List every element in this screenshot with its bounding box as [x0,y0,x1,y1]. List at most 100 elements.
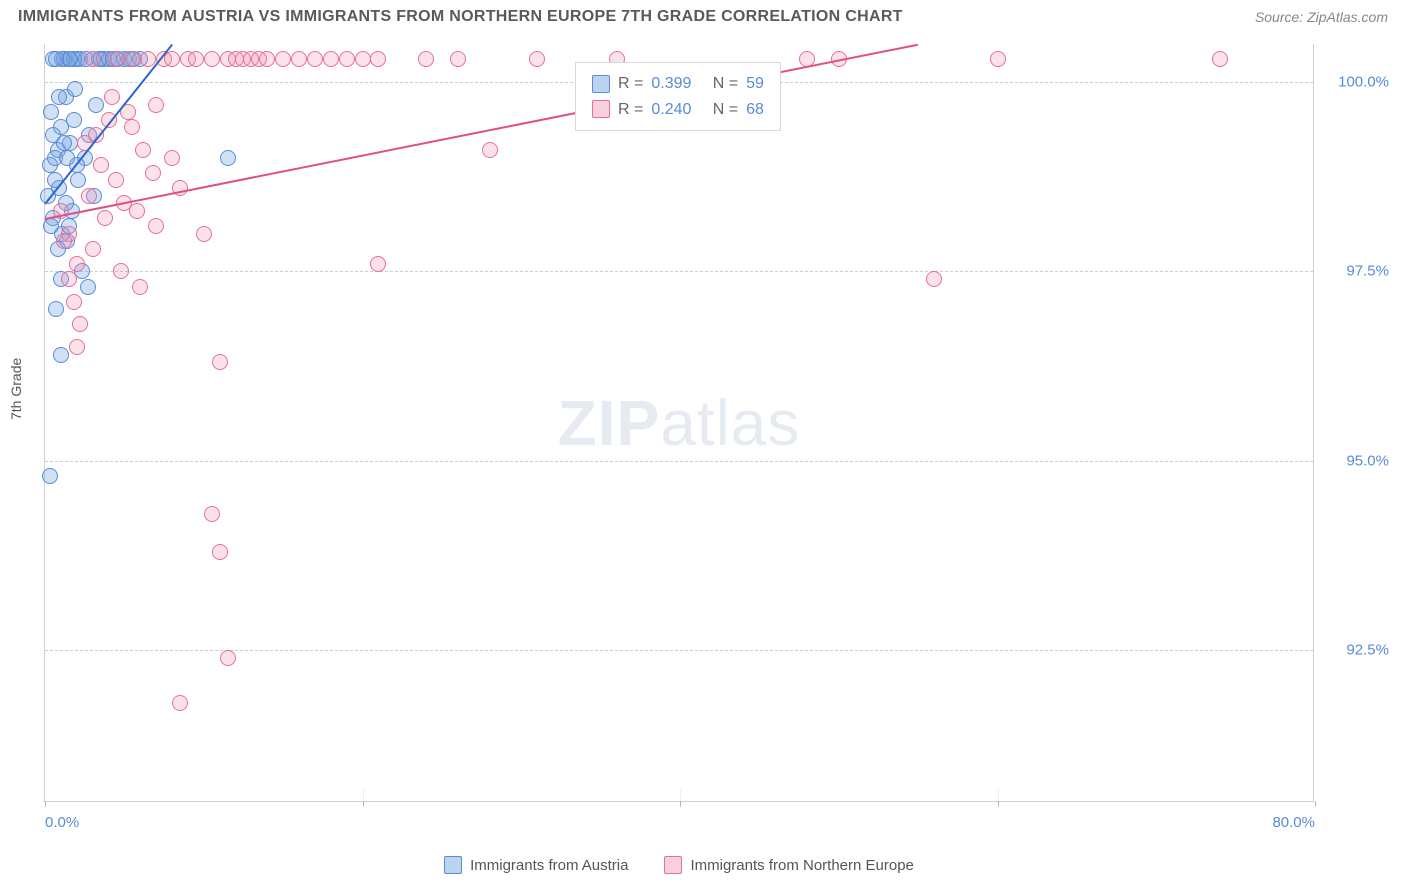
x-tick [998,801,999,807]
legend-item: Immigrants from Northern Europe [664,856,913,874]
legend-swatch [592,75,610,93]
data-point [370,51,386,67]
legend-label: Immigrants from Northern Europe [690,857,913,874]
data-point [188,51,204,67]
x-tick [45,801,46,807]
gridline-h [45,461,1313,462]
legend-item: Immigrants from Austria [444,856,628,874]
data-point [124,51,140,67]
data-point [59,150,75,166]
x-tick [363,801,364,807]
y-tick-label: 97.5% [1321,263,1389,280]
legend-n-label: N = [699,97,738,123]
data-point [450,51,466,67]
legend-n-value: 59 [746,71,764,97]
data-point [108,51,124,67]
data-point [307,51,323,67]
data-point [482,142,498,158]
correlation-legend: R = 0.399 N = 59R = 0.240 N = 68 [575,62,781,131]
data-point [135,142,151,158]
data-point [172,695,188,711]
legend-row: R = 0.240 N = 68 [592,97,764,123]
data-point [323,51,339,67]
legend-r-value: 0.240 [651,97,691,123]
data-point [212,354,228,370]
legend-row: R = 0.399 N = 59 [592,71,764,97]
data-point [129,203,145,219]
data-point [72,316,88,332]
data-point [85,241,101,257]
chart-header: IMMIGRANTS FROM AUSTRIA VS IMMIGRANTS FR… [0,0,1406,32]
y-tick-label: 92.5% [1321,642,1389,659]
chart-title: IMMIGRANTS FROM AUSTRIA VS IMMIGRANTS FR… [18,8,903,26]
legend-swatch [592,100,610,118]
data-point [204,506,220,522]
data-point [291,51,307,67]
legend-r-label: R = [618,71,643,97]
data-point [43,218,59,234]
data-point [61,271,77,287]
y-axis-label: 7th Grade [8,358,24,420]
legend-n-label: N = [699,71,738,97]
data-point [85,51,101,67]
data-point [259,51,275,67]
data-point [108,172,124,188]
y-tick-label: 100.0% [1321,73,1389,90]
data-point [529,51,545,67]
data-point [48,301,64,317]
x-tick [680,801,681,807]
data-point [43,104,59,120]
x-tick-label: 80.0% [1272,814,1315,831]
legend-n-value: 68 [746,97,764,123]
data-point [355,51,371,67]
legend-swatch [444,856,462,874]
legend-swatch [664,856,682,874]
data-point [164,150,180,166]
data-point [370,256,386,272]
trend-line [45,44,919,220]
data-point [42,468,58,484]
data-point [66,294,82,310]
data-point [56,233,72,249]
data-point [132,279,148,295]
legend-r-value: 0.399 [651,71,691,97]
scatter-plot: ZIPatlas 100.0%97.5%95.0%92.5%0.0%80.0%R… [44,44,1314,802]
data-point [81,188,97,204]
source-label: Source: ZipAtlas.com [1255,9,1388,25]
data-point [339,51,355,67]
watermark: ZIPatlas [558,386,801,460]
gridline-h [45,650,1313,651]
data-point [145,165,161,181]
data-point [93,157,109,173]
data-point [196,226,212,242]
data-point [51,89,67,105]
data-point [70,172,86,188]
data-point [69,339,85,355]
data-point [124,119,140,135]
data-point [88,97,104,113]
legend-r-label: R = [618,97,643,123]
data-point [80,279,96,295]
data-point [220,150,236,166]
x-tick [1315,801,1316,807]
data-point [66,112,82,128]
data-point [53,347,69,363]
legend-label: Immigrants from Austria [470,857,628,874]
data-point [1212,51,1228,67]
data-point [48,51,64,67]
data-point [204,51,220,67]
data-point [926,271,942,287]
data-point [148,97,164,113]
data-point [62,51,78,67]
x-tick-label: 0.0% [45,814,79,831]
data-point [67,81,83,97]
data-point [69,256,85,272]
bottom-legend: Immigrants from Austria Immigrants from N… [44,856,1314,874]
data-point [56,135,72,151]
data-point [104,89,120,105]
data-point [97,210,113,226]
data-point [220,650,236,666]
data-point [113,263,129,279]
data-point [275,51,291,67]
y-tick-label: 95.0% [1321,452,1389,469]
